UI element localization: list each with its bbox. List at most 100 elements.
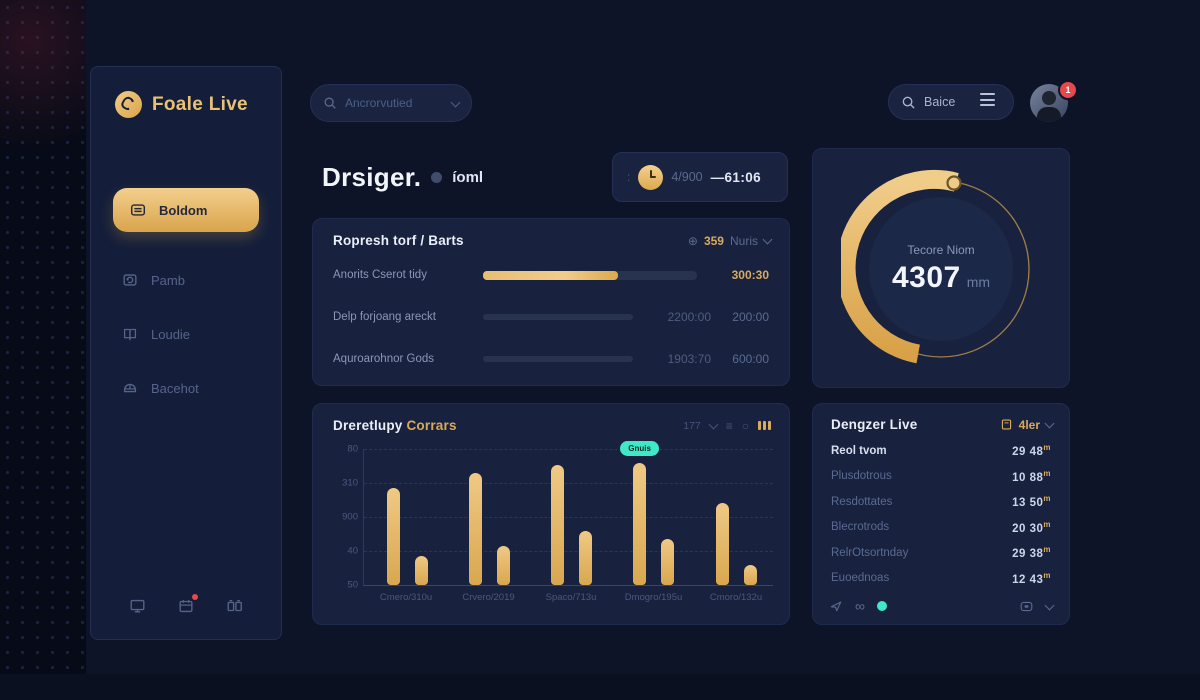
sidebar-item-pamb[interactable]: Pamb xyxy=(113,260,259,300)
bar-primary[interactable] xyxy=(715,503,729,585)
avatar-head xyxy=(1042,91,1056,105)
bar-secondary[interactable] xyxy=(414,556,428,585)
report-panel-filter[interactable]: ⊕ 359 Nuris xyxy=(688,233,773,248)
bar-primary[interactable] xyxy=(468,473,482,585)
decor-bottom-strip xyxy=(0,674,1200,700)
list-item-unit: m xyxy=(1043,494,1051,504)
bar-secondary[interactable] xyxy=(579,530,592,585)
sidebar-footer xyxy=(91,594,281,615)
y-axis-tick: 50 xyxy=(347,579,358,591)
list-item[interactable]: RelrOtsortnday 29 38m xyxy=(813,540,1069,566)
time-stat-pill[interactable]: : 4/900 —61:06 xyxy=(612,152,788,202)
send-icon[interactable] xyxy=(829,599,843,613)
list-view-icon[interactable]: ≡ xyxy=(725,418,733,433)
infinity-icon: ∞ xyxy=(855,598,865,614)
stat-value-2: —61:06 xyxy=(710,169,762,185)
secondary-search-input[interactable]: Baice xyxy=(888,84,1014,120)
bar-primary[interactable]: Gnuis xyxy=(620,440,659,585)
gauge-progress-arc xyxy=(841,169,959,364)
logo-icon xyxy=(115,91,142,118)
list-item-label: Reol tvom xyxy=(831,444,887,457)
logo-text: Foale Live xyxy=(152,93,248,115)
app-logo: Foale Live xyxy=(91,67,281,118)
chart-title-accent: Corrars xyxy=(406,418,457,433)
chart-panel-title: Dreretlupy Corrars xyxy=(333,418,457,433)
report-meta-value: 359 xyxy=(703,233,724,248)
chevron-down-icon[interactable] xyxy=(708,419,719,430)
monitor-icon[interactable] xyxy=(128,597,147,615)
x-axis-label: Spaco/713u xyxy=(545,592,597,603)
search-icon xyxy=(902,96,915,109)
bar-primary[interactable] xyxy=(551,465,564,585)
stat-value-1: 4/900 xyxy=(671,170,703,184)
circle-view-icon[interactable]: ○ xyxy=(741,418,749,433)
list-item[interactable]: Resdottates 13 50m xyxy=(813,489,1069,515)
list-panel-footer: ∞ xyxy=(813,591,1069,613)
y-axis-tick: 40 xyxy=(347,545,358,557)
list-item-value: 10 88m xyxy=(1012,468,1051,484)
chart-tooltip-badge: Gnuis xyxy=(620,440,659,456)
document-icon xyxy=(1001,419,1011,430)
report-row[interactable]: Anorits Cserot tidy 300:30 xyxy=(313,254,789,296)
list-item-value: 29 38m xyxy=(1012,545,1051,561)
page-title-text: Drsiger. xyxy=(322,162,422,192)
grid-icon[interactable] xyxy=(225,597,244,615)
bar-group xyxy=(460,449,518,585)
bar-secondary[interactable] xyxy=(661,538,675,585)
gauge-unit: mm xyxy=(966,274,991,290)
y-axis-tick: 80 xyxy=(347,443,358,455)
gauge-value: 4307 xyxy=(891,261,961,294)
list-panel-filter[interactable]: 4ler xyxy=(1000,418,1055,432)
list-item-label: Plusdotrous xyxy=(831,470,892,483)
sidebar-item-label: Loudie xyxy=(151,326,191,342)
chevron-down-icon[interactable] xyxy=(1044,418,1055,429)
list-item[interactable]: Plusdotrous 10 88m xyxy=(813,464,1069,490)
chart-panel: Dreretlupy Corrars 177 ≡ ○ 80 310 900 40 50 G… xyxy=(312,403,790,625)
chevron-down-icon[interactable] xyxy=(450,97,461,107)
notification-dot xyxy=(192,594,198,600)
menu-icon[interactable] xyxy=(980,93,995,106)
book-icon xyxy=(121,325,139,343)
list-panel-title: Dengzer Live xyxy=(831,417,918,432)
report-row[interactable]: Aquroarohnor Gods 1903:70 600:00 xyxy=(313,338,789,380)
list-item[interactable]: Euoednoas 12 43m xyxy=(813,566,1069,592)
list-item-unit: m xyxy=(1043,545,1051,555)
sidebar-item-boldom[interactable]: Boldom xyxy=(113,188,259,232)
chart-plot-area: 80 310 900 40 50 Gnuis xyxy=(342,440,773,591)
sidebar-item-label: Bacehot xyxy=(151,380,199,396)
report-row[interactable]: Delp forjoang areckt 2200:00 200:00 xyxy=(313,296,789,338)
list-item-label: RelrOtsortnday xyxy=(831,546,909,559)
chart-meta-text: 177 xyxy=(683,419,701,432)
box-icon[interactable] xyxy=(1019,600,1034,613)
gauge-svg xyxy=(841,169,1030,364)
y-axis-tick: 900 xyxy=(342,511,358,523)
gauge-handle-icon[interactable] xyxy=(946,175,962,191)
list-item-unit: m xyxy=(1043,570,1051,580)
gridline xyxy=(364,483,773,484)
chevron-down-icon[interactable] xyxy=(762,234,773,245)
report-row-label: Aquroarohnor Gods xyxy=(333,353,435,365)
list-item[interactable]: Blecrotrods 20 30m xyxy=(813,515,1069,541)
list-item-unit: m xyxy=(1043,519,1051,529)
sidebar-item-loudie[interactable]: Loudie xyxy=(113,314,259,354)
report-row-label: Anorits Cserot tidy xyxy=(333,269,427,281)
chevron-down-icon[interactable] xyxy=(1044,600,1055,610)
report-row-value-secondary: 1903:70 xyxy=(667,352,711,366)
bar-group: Gnuis xyxy=(620,440,683,585)
x-axis-label: Crvero/2019 xyxy=(462,592,515,603)
report-row-value: 200:00 xyxy=(732,310,769,324)
list-rows: Reol tvom 29 48m Plusdotrous 10 88m Resdotta… xyxy=(813,436,1069,591)
calendar-icon[interactable] xyxy=(177,594,198,615)
x-axis-label: Dmogro/195u xyxy=(624,592,683,603)
bar-secondary[interactable] xyxy=(496,545,510,585)
sidebar-item-bacehot[interactable]: Bacehot xyxy=(113,368,259,408)
clock-icon xyxy=(638,164,664,190)
list-item[interactable]: Reol tvom 29 48m xyxy=(813,438,1069,464)
search-input[interactable]: Ancrorvutied xyxy=(310,84,472,122)
gridline xyxy=(364,517,773,518)
bar-secondary[interactable] xyxy=(743,564,757,585)
list-item-label: Euoednoas xyxy=(831,572,890,585)
bar-view-icon[interactable] xyxy=(758,421,771,430)
bar-primary[interactable] xyxy=(386,488,400,585)
y-axis-tick: 310 xyxy=(342,477,358,489)
